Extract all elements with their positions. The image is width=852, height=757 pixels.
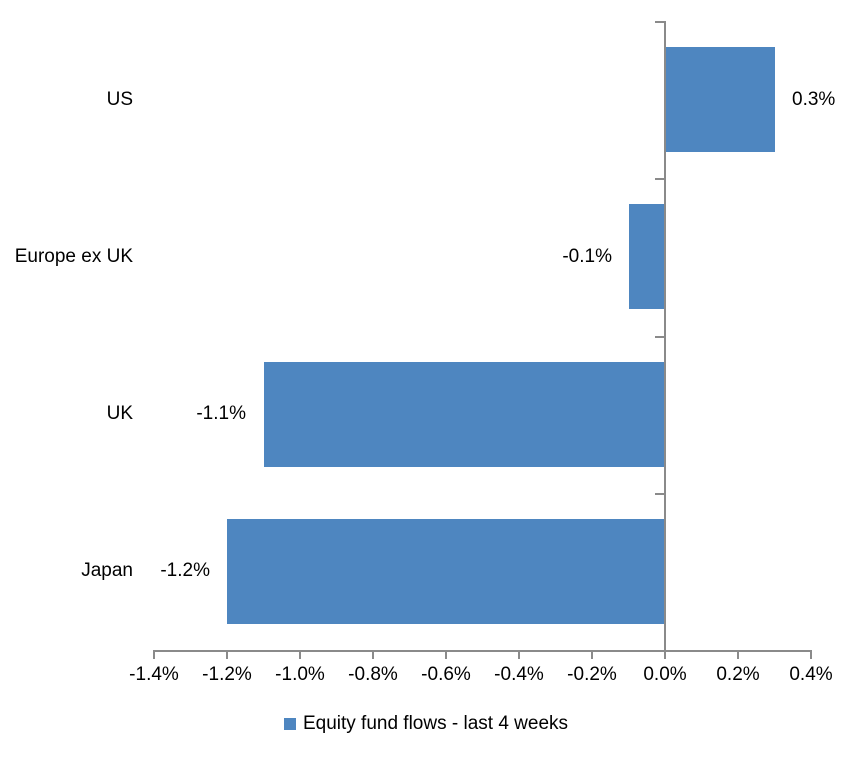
x-tick-mark xyxy=(664,650,666,659)
y-axis-line xyxy=(664,21,666,658)
x-tick-mark xyxy=(737,650,739,659)
legend-marker-square xyxy=(283,718,296,730)
value-label: -1.2% xyxy=(160,560,210,581)
x-tick-label: 0.4% xyxy=(789,664,833,685)
x-tick-label: -0.8% xyxy=(348,664,398,685)
x-tick-label: -1.2% xyxy=(202,664,252,685)
category-label: US xyxy=(106,89,133,110)
x-tick-label: -1.0% xyxy=(275,664,325,685)
x-tick-label: 0.2% xyxy=(716,664,760,685)
x-tick-label: -1.4% xyxy=(129,664,179,685)
value-label: 0.3% xyxy=(792,89,836,110)
y-tick-mark xyxy=(655,178,665,180)
y-tick-mark xyxy=(655,336,665,338)
y-tick-mark xyxy=(655,493,665,495)
x-tick-mark xyxy=(445,650,447,659)
x-tick-mark xyxy=(372,650,374,659)
value-label: -0.1% xyxy=(562,246,612,267)
x-tick-label: 0.0% xyxy=(643,664,687,685)
x-tick-label: -0.2% xyxy=(567,664,617,685)
x-tick-mark xyxy=(810,650,812,659)
x-tick-mark xyxy=(591,650,593,659)
bar xyxy=(665,47,775,152)
x-tick-label: -0.6% xyxy=(421,664,471,685)
y-tick-mark xyxy=(655,21,665,23)
x-tick-mark xyxy=(299,650,301,659)
x-tick-mark xyxy=(518,650,520,659)
legend-label: Equity fund flows - last 4 weeks xyxy=(302,713,569,734)
x-tick-mark xyxy=(226,650,228,659)
category-label: UK xyxy=(106,403,133,424)
category-label: Japan xyxy=(81,560,133,581)
x-tick-label: -0.4% xyxy=(494,664,544,685)
x-axis-line xyxy=(153,650,812,652)
bar xyxy=(263,362,666,467)
bar xyxy=(628,204,666,309)
category-label: Europe ex UK xyxy=(14,246,133,267)
value-label: -1.1% xyxy=(196,403,246,424)
legend: Equity fund flows - last 4 weeks xyxy=(0,710,852,738)
x-tick-mark xyxy=(153,650,155,659)
bar xyxy=(227,519,665,624)
